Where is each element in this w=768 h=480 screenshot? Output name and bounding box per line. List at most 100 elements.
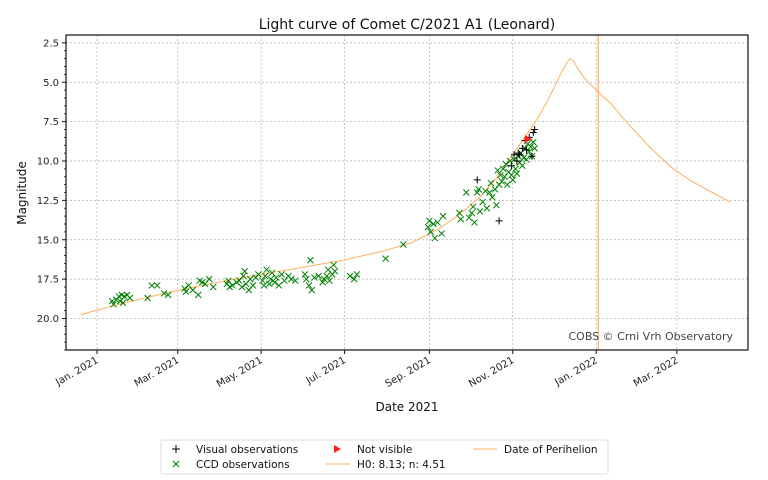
y-tick-label: 15.0 [37, 235, 59, 246]
ccd-point [424, 223, 432, 231]
ccd-point [479, 198, 487, 206]
ccd-point [271, 278, 279, 286]
ccd-point [353, 271, 361, 278]
ccd-point [326, 277, 333, 285]
ccd-point [307, 256, 314, 264]
ccd-point [503, 181, 511, 188]
legend: Visual observations CCD observations Not… [160, 439, 609, 475]
ccd-point [278, 271, 286, 278]
visual-point [516, 151, 524, 159]
ccd-point [272, 274, 280, 281]
ccd-point [527, 143, 534, 151]
chart-title: Light curve of Comet C/2021 A1 (Leonard) [259, 17, 556, 33]
y-axis-label: Magnitude [15, 161, 29, 225]
legend-item-ccd: CCD observations [172, 459, 290, 471]
ccd-point [246, 275, 254, 283]
legend-label-not-visible: Not visible [357, 444, 412, 456]
ccd-point [260, 282, 268, 289]
visual-point [513, 157, 521, 165]
legend-item-visual: Visual observations [172, 444, 298, 456]
ccd-point [529, 138, 537, 146]
ccd-point [439, 212, 447, 220]
ccd-point [456, 209, 463, 217]
ccd-point [531, 145, 539, 152]
ccd-point [209, 283, 217, 291]
ccd-point [465, 214, 473, 222]
ccd-point [261, 272, 269, 280]
y-tick-label: 2.5 [43, 38, 59, 49]
visual-point [507, 162, 515, 170]
ccd-point [431, 234, 439, 242]
visual-point [473, 176, 481, 184]
ccd-point [471, 219, 478, 226]
y-axis-ticks: 2.5 5.0 7.5 10.0 12.5 15.0 17.5 20.0 [37, 38, 66, 351]
y-tick-label: 7.5 [43, 117, 59, 128]
ccd-point [513, 170, 521, 177]
ccd-point [494, 167, 502, 174]
ccd-point [438, 230, 446, 237]
visual-point [518, 144, 526, 152]
plot-area [80, 35, 731, 350]
visual-point [495, 217, 503, 225]
ccd-point [509, 176, 517, 184]
ccd-point [323, 272, 331, 280]
ccd-point [497, 171, 504, 179]
ccd-point [382, 255, 389, 263]
ccd-point [126, 294, 134, 302]
visual-point [529, 129, 537, 137]
ccd-point [267, 275, 275, 283]
ccd-point [518, 162, 526, 170]
ccd-point [346, 272, 354, 280]
triangle-marker-icon [334, 445, 341, 453]
ccd-point [255, 271, 262, 278]
ccd-point [160, 289, 168, 297]
ccd-point [475, 185, 482, 193]
ccd-point [229, 282, 236, 289]
ccd-point [301, 271, 309, 278]
ccd-point [400, 241, 407, 248]
legend-label-perihelion: Date of Perihelion [504, 444, 598, 456]
legend-item-not-visible: Not visible [334, 444, 412, 456]
x-axis-label: Date 2021 [375, 400, 438, 414]
visual-point [514, 149, 522, 157]
ccd-point [506, 157, 514, 165]
legend-label-ccd: CCD observations [196, 459, 290, 471]
plus-marker-icon [172, 445, 180, 453]
ccd-point [148, 282, 156, 289]
ccd-point [498, 178, 506, 185]
legend-label-visual: Visual observations [196, 444, 298, 456]
ccd-point [144, 294, 151, 302]
ccd-point [263, 266, 270, 274]
ccd-point [330, 261, 337, 269]
y-tick-label: 10.0 [37, 157, 59, 168]
ccd-point [311, 274, 318, 281]
ccd-point [488, 193, 496, 201]
ccd-point [483, 204, 491, 212]
credit-annotation: COBS © Crni Vrh Observatory [568, 330, 733, 343]
ccd-point [350, 275, 358, 283]
ccd-point [302, 275, 310, 283]
ccd-point [164, 291, 172, 299]
ccd-point [469, 203, 477, 211]
ccd-point [275, 282, 283, 289]
ccd-point [508, 171, 515, 179]
fit-curve-line [80, 57, 731, 316]
legend-label-fit: H0: 8.13; n: 4.51 [357, 459, 446, 471]
ccd-point [305, 282, 313, 289]
ccd-point [457, 215, 465, 223]
ccd-point [287, 275, 295, 283]
visual-point [528, 152, 536, 160]
x-marker-icon [172, 460, 180, 468]
ccd-point [182, 288, 190, 296]
visual-point [531, 126, 539, 133]
ccd-point [427, 228, 435, 236]
ccd-point [259, 277, 266, 285]
ccd-point [238, 283, 246, 291]
ccd-point [119, 299, 127, 307]
ccd-point [189, 286, 197, 294]
ccd-point [462, 189, 470, 196]
ccd-point [512, 165, 519, 173]
legend-item-perihelion: Date of Perihelion [473, 444, 598, 456]
ccd-point [205, 275, 213, 283]
ccd-point [249, 282, 257, 289]
